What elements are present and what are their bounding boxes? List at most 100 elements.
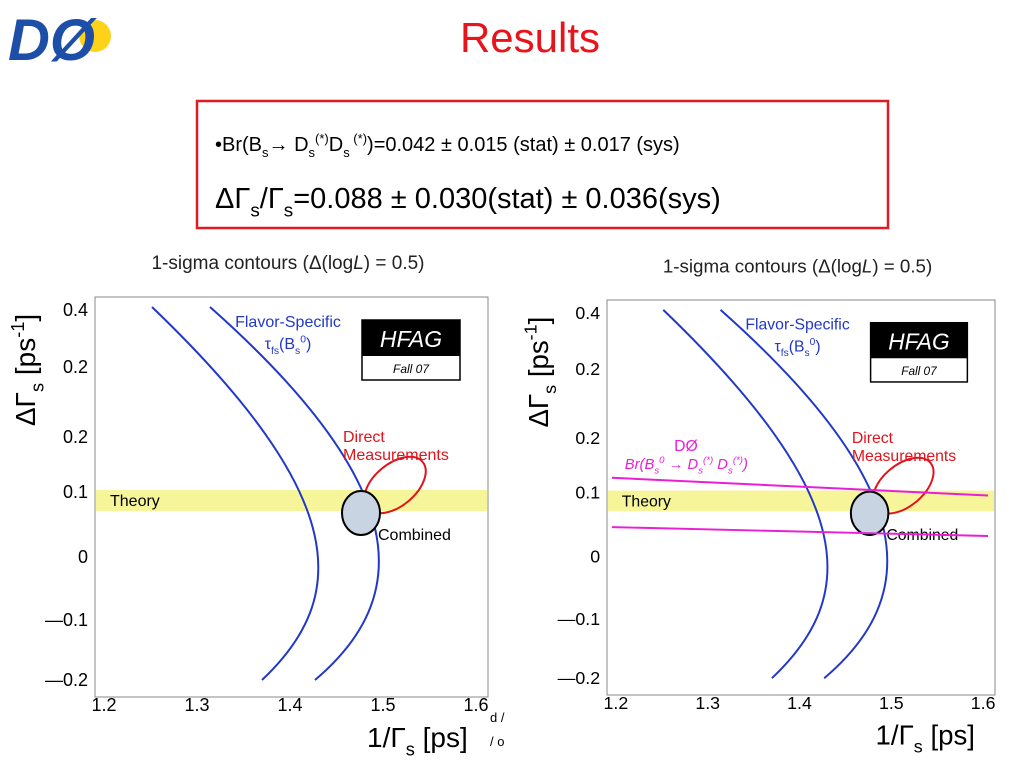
y-tick-label: 0.4 <box>63 300 88 320</box>
annotation: DØ <box>674 438 698 455</box>
text-part: s <box>27 383 47 392</box>
result-line: •Br(Bs→ Ds(*)Ds (*))=0.042 ± 0.015 (stat… <box>215 131 680 160</box>
text-part: ) <box>306 336 311 353</box>
x-tick-label: 1.3 <box>184 695 209 715</box>
text-part: s <box>698 465 703 476</box>
annotation: Theory <box>110 493 160 510</box>
y-tick-label: 0.2 <box>63 427 88 447</box>
contour <box>662 309 829 679</box>
y-tick-label: 0 <box>78 547 88 567</box>
x-tick-label: 1.4 <box>277 695 302 715</box>
text-part: τ <box>775 338 782 355</box>
text-part: D <box>329 134 343 156</box>
y-axis-label: ΔΓs [ps-1] <box>521 317 560 428</box>
text-part: 1-sigma contours (Δ(log <box>663 255 862 276</box>
text-part: 1/Γ <box>367 722 406 753</box>
y-axis-label: ΔΓs [ps-1] <box>8 314 48 426</box>
plot: 1-sigma contours (Δ(logL) = 0.5) HFAG Fall… <box>8 253 489 759</box>
hfag-label: HFAG <box>380 326 442 352</box>
text-part: L <box>353 253 364 274</box>
contour <box>151 306 320 681</box>
text-part: •Br(B <box>215 134 262 156</box>
text-part: → D <box>269 134 309 156</box>
br-contour <box>611 476 989 497</box>
y-tick-label: —0.1 <box>558 609 601 629</box>
text-part: 0 <box>300 335 306 346</box>
text-part: [ps] <box>415 722 468 753</box>
text-part: ΔΓ <box>215 183 250 215</box>
y-tick-label: 0.4 <box>575 303 600 323</box>
hfag-season: Fall 07 <box>901 364 937 378</box>
annotation: Direct <box>852 430 894 447</box>
y-tick-label: 0.1 <box>63 482 88 502</box>
fragment: / o <box>490 734 504 749</box>
y-tick-label: 0.2 <box>575 359 600 379</box>
contour <box>209 306 380 681</box>
plot: 1-sigma contours (Δ(logL) = 0.5) HFAG Fall… <box>521 255 996 756</box>
text-part: (*) <box>703 455 713 466</box>
text-part: D <box>713 457 728 473</box>
text-part: s <box>914 737 923 757</box>
text-part: [ps <box>523 340 554 385</box>
results-box <box>195 99 890 230</box>
text-part: 0 <box>810 337 816 348</box>
x-axis-label: 1/Γs [ps] <box>367 722 468 759</box>
annotation: Flavor-Specific <box>235 314 341 331</box>
text-part: s <box>540 385 560 394</box>
y-tick-label: —0.2 <box>45 670 88 690</box>
text-part: s <box>250 200 259 221</box>
y-tick-label: 0.2 <box>575 428 600 448</box>
plot-title: 1-sigma contours (Δ(logL) = 0.5) <box>151 253 424 274</box>
text-part: s <box>804 348 809 359</box>
text-part: s <box>728 465 733 476</box>
text-part: ΔΓ <box>523 394 554 428</box>
text-part: s <box>262 145 269 160</box>
plot-title: 1-sigma contours (Δ(logL) = 0.5) <box>663 255 932 276</box>
annotation: Direct <box>343 429 385 446</box>
text-part: (B <box>789 338 805 355</box>
text-part: 1-sigma contours (Δ(log <box>151 253 353 274</box>
logo-star <box>79 20 111 52</box>
x-tick-label: 1.5 <box>879 693 904 713</box>
text-part: ) <box>815 338 820 355</box>
hfag-head <box>870 322 968 359</box>
text-part: (*) <box>315 131 329 146</box>
text-part: ) = 0.5) <box>872 255 932 276</box>
text-part: ) <box>741 457 748 473</box>
text-part: → D <box>665 457 699 473</box>
text-part: [ps] <box>923 719 975 750</box>
text-part: s <box>343 145 350 160</box>
combined-contour <box>341 490 381 536</box>
logo: DØ <box>8 8 111 73</box>
text-part: (*) <box>733 455 743 466</box>
hfag-label: HFAG <box>888 328 949 354</box>
text-part: s <box>654 465 659 476</box>
annotation: Theory <box>622 493 671 510</box>
annotation: Combined <box>378 527 451 544</box>
text-part: )=0.042 ± 0.015 (stat) ± 0.017 (sys) <box>367 134 680 156</box>
x-tick-label: 1.6 <box>971 693 996 713</box>
text-part: /Γ <box>260 183 284 215</box>
text-part: ] <box>523 317 554 325</box>
text-part: L <box>862 255 872 276</box>
annotation: Flavor-Specific <box>745 317 849 334</box>
x-tick-label: 1.3 <box>695 693 720 713</box>
result-line: ΔΓs/Γs=0.088 ± 0.030(stat) ± 0.036(sys) <box>215 183 721 221</box>
text-part: ) = 0.5) <box>364 253 425 274</box>
text-part: ΔΓ <box>10 392 41 426</box>
text-part: -1 <box>8 322 28 338</box>
text-part: fs <box>781 348 789 359</box>
x-tick-label: 1.6 <box>463 695 488 715</box>
annotation: τfs(Bs0) <box>265 335 312 357</box>
text-part: s <box>406 739 415 759</box>
logo-text: DØ <box>8 8 97 73</box>
text-part: s <box>295 346 300 357</box>
annotation: Measurements <box>343 447 449 464</box>
hfag-head <box>362 320 460 356</box>
fragment: d / <box>490 710 505 725</box>
y-tick-label: 0 <box>590 547 600 567</box>
text-part: 1/Γ <box>876 719 914 750</box>
x-tick-label: 1.2 <box>91 695 116 715</box>
br-contour <box>611 526 989 537</box>
